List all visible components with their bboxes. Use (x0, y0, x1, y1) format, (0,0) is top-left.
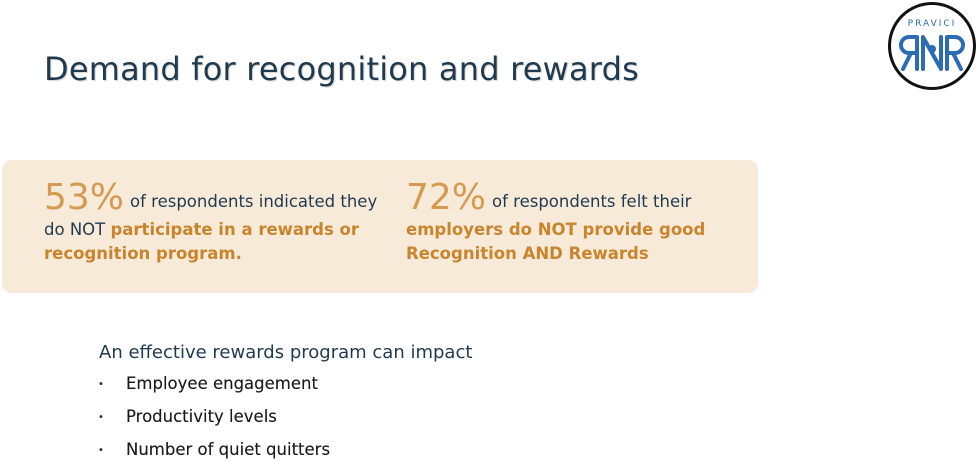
stat-percent: 72% (406, 177, 487, 218)
impact-intro: An effective rewards program can impact (99, 342, 473, 363)
pravici-logo: PRAVICI (888, 2, 976, 90)
bullet-icon: • (98, 412, 104, 423)
impact-list: • Employee engagement • Productivity lev… (98, 374, 330, 473)
logo-wordmark: PRAVICI (907, 19, 957, 29)
stat-accent-text: participate in a rewards or recognition … (44, 220, 360, 263)
list-item: • Number of quiet quitters (98, 440, 330, 473)
list-item: • Productivity levels (98, 407, 330, 440)
stats-panel (2, 160, 758, 293)
slide-title: Demand for recognition and rewards (44, 50, 639, 88)
stat-lead-text: of respondents felt their (492, 192, 692, 211)
stat-percent: 53% (44, 177, 125, 218)
bullet-icon: • (98, 445, 104, 456)
stat-lead-text: of respondents indicated they do NOT (44, 192, 378, 239)
list-item-label: Number of quiet quitters (126, 440, 331, 459)
rnr-logo-icon (899, 35, 965, 71)
bullet-icon: • (98, 379, 104, 390)
stat-block-employer-rewards: 72% of respondents felt their employers d… (406, 178, 746, 266)
stat-accent-text: employers do NOT provide good Recognitio… (406, 220, 706, 263)
list-item-label: Employee engagement (126, 374, 318, 393)
list-item: • Employee engagement (98, 374, 330, 407)
stat-block-participation: 53% of respondents indicated they do NOT … (44, 178, 384, 266)
list-item-label: Productivity levels (126, 407, 277, 426)
